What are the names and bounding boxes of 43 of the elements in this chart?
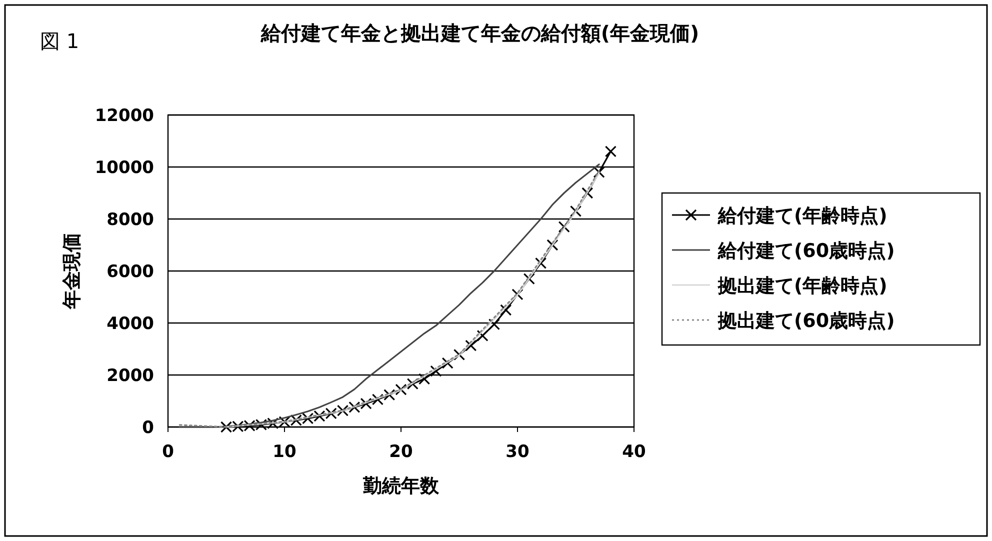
y-tick-label: 6000	[106, 262, 154, 282]
legend-label: 給付建て(60歳時点)	[717, 240, 895, 262]
point	[582, 187, 594, 199]
point	[535, 257, 547, 269]
point	[453, 348, 466, 361]
point	[512, 288, 524, 300]
y-tick-label: 0	[142, 418, 154, 438]
point	[500, 304, 512, 316]
point	[372, 394, 384, 406]
legend-label: 拠出建て(60歳時点)	[717, 310, 895, 332]
point	[604, 146, 616, 158]
y-tick-label: 2000	[106, 366, 154, 386]
point	[476, 330, 488, 342]
y-tick-label: 12000	[94, 106, 154, 126]
point	[348, 401, 360, 414]
legend-label: 給付建て(年齢時点)	[717, 205, 888, 227]
point	[430, 365, 442, 377]
legend-label: 拠出建て(年齢時点)	[717, 275, 888, 297]
x-tick-label: 0	[162, 442, 174, 462]
point	[406, 378, 418, 390]
point	[570, 205, 582, 217]
x-tick-label: 10	[272, 442, 296, 462]
y-tick-label: 8000	[106, 210, 154, 230]
x-tick-label: 20	[389, 442, 413, 462]
point	[465, 340, 477, 352]
y-axis-title: 年金現価	[61, 233, 83, 310]
point	[558, 221, 570, 233]
point	[523, 273, 535, 285]
point	[593, 166, 605, 178]
y-tick-label: 4000	[106, 314, 154, 334]
y-tick-label: 10000	[94, 158, 154, 178]
point	[360, 398, 372, 410]
x-tick-label: 30	[506, 442, 530, 462]
caption: 図 1	[40, 29, 80, 53]
point	[546, 239, 558, 251]
point	[488, 318, 500, 330]
point	[395, 384, 407, 396]
point	[384, 388, 396, 401]
point	[442, 357, 454, 369]
x-tick-label: 40	[622, 442, 646, 462]
x-axis-title: 勤続年数	[362, 475, 440, 497]
chart-title: 給付建て年金と拠出建て年金の給付額(年金現価)	[260, 21, 700, 45]
point	[418, 373, 430, 385]
